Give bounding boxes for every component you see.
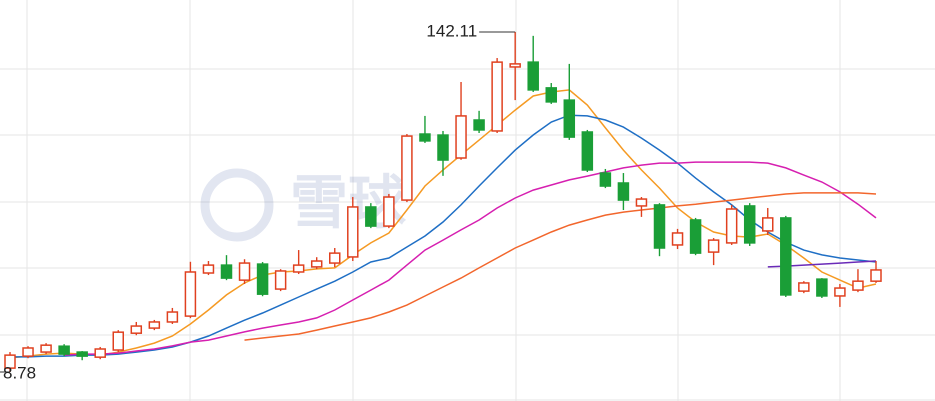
candle-body bbox=[509, 63, 521, 68]
plot: 142.11 8.78 bbox=[0, 21, 882, 382]
candle-body bbox=[671, 232, 684, 246]
candle-body bbox=[130, 325, 143, 334]
candle-body bbox=[22, 347, 34, 357]
candle-body bbox=[40, 344, 52, 353]
candle-body bbox=[112, 331, 124, 351]
candle-body bbox=[202, 264, 215, 274]
candle-body bbox=[347, 206, 359, 258]
candle-body bbox=[184, 271, 197, 317]
candle-body bbox=[762, 217, 774, 232]
candle-body bbox=[780, 217, 792, 296]
candle-body bbox=[870, 269, 882, 282]
candle-body bbox=[148, 321, 161, 329]
candle-body bbox=[58, 345, 70, 355]
candle-body bbox=[834, 287, 846, 297]
high-label: 142.11 bbox=[426, 21, 477, 40]
candle-body bbox=[401, 135, 413, 201]
candle-body bbox=[527, 61, 539, 91]
candle-body bbox=[365, 206, 377, 227]
candle-body bbox=[599, 172, 612, 187]
candle-body bbox=[166, 311, 179, 323]
candle-body bbox=[455, 115, 467, 159]
candle-body bbox=[437, 134, 449, 161]
candle-body bbox=[274, 270, 287, 290]
ma-line bbox=[64, 161, 877, 356]
candle-body bbox=[617, 182, 630, 201]
candle-body bbox=[653, 204, 666, 249]
candle-body bbox=[383, 196, 395, 227]
low-label: 8.78 bbox=[3, 363, 36, 382]
candle-body bbox=[94, 348, 106, 358]
candle-body bbox=[292, 264, 305, 273]
candle-body bbox=[256, 263, 269, 295]
candle-body bbox=[491, 61, 503, 132]
candle-body bbox=[310, 260, 323, 268]
candle-body bbox=[581, 131, 594, 171]
candle-body bbox=[238, 262, 251, 281]
candle-body bbox=[220, 264, 233, 279]
candle-body bbox=[563, 99, 576, 138]
watermark-logo bbox=[200, 168, 274, 242]
candle-body bbox=[725, 208, 738, 244]
candle-body bbox=[329, 252, 341, 264]
candle-body bbox=[635, 198, 648, 207]
candle-body bbox=[419, 133, 431, 142]
ma-line bbox=[244, 192, 877, 341]
candle-body bbox=[76, 351, 88, 357]
candle-body bbox=[545, 87, 557, 103]
candle-body bbox=[852, 280, 864, 291]
candle-body bbox=[4, 354, 16, 369]
candle-body bbox=[816, 278, 828, 297]
ma-line bbox=[10, 114, 877, 358]
candle-body bbox=[707, 239, 720, 253]
watermark: 雪球 bbox=[200, 168, 407, 242]
candle-body bbox=[473, 119, 485, 131]
candle-body bbox=[689, 219, 702, 254]
candle-body bbox=[743, 205, 756, 244]
candle-body bbox=[798, 282, 810, 292]
